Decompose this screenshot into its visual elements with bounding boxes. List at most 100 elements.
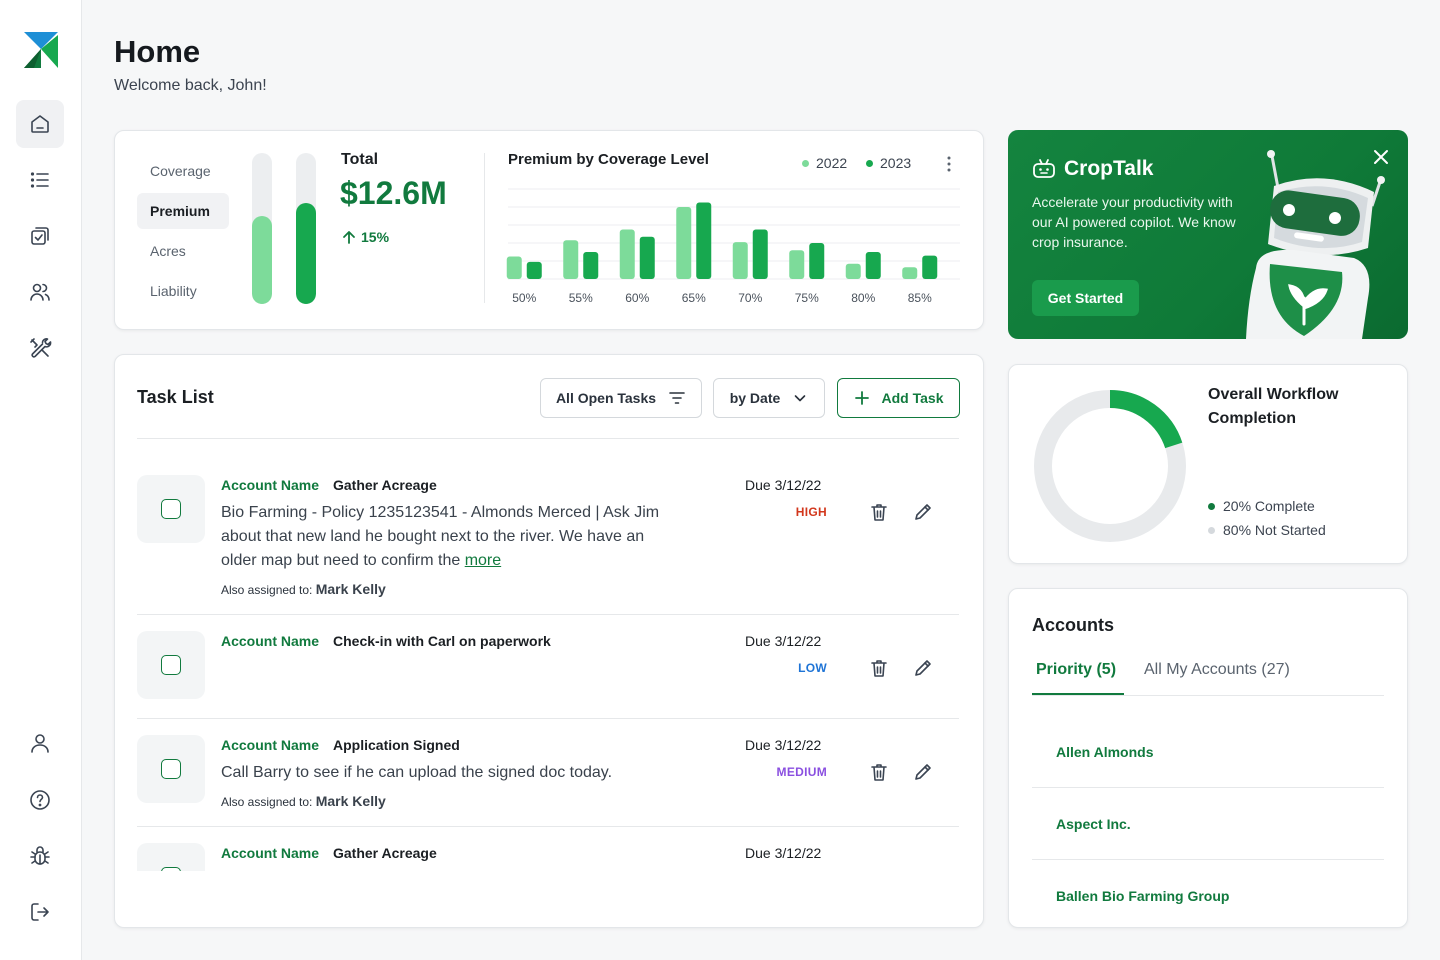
task-checkbox[interactable] bbox=[161, 759, 181, 779]
list-icon bbox=[30, 172, 49, 188]
metric-tab-premium[interactable]: Premium bbox=[137, 193, 229, 229]
nav-tools[interactable] bbox=[16, 324, 64, 372]
workflow-card: Overall Workflow Completion 20% Complete… bbox=[1008, 364, 1408, 564]
task-due-date: Due 3/12/22 bbox=[745, 845, 822, 861]
tab-all-accounts[interactable]: All My Accounts (27) bbox=[1144, 661, 1290, 678]
legend-not-started-label: 80% Not Started bbox=[1223, 522, 1326, 538]
edit-task-button[interactable] bbox=[912, 501, 934, 523]
task-checkbox-wrap[interactable] bbox=[137, 631, 205, 699]
pencil-icon bbox=[915, 504, 931, 520]
task-account-link[interactable]: Account Name bbox=[221, 633, 320, 649]
nav-profile[interactable] bbox=[16, 719, 64, 767]
filter-icon bbox=[669, 392, 685, 404]
task-name: Gather Acreage bbox=[333, 845, 437, 861]
bar-2022-75pct bbox=[789, 250, 805, 279]
metric-tabs: Coverage Premium Acres Liability bbox=[137, 153, 229, 313]
task-account-link[interactable]: Account Name bbox=[221, 737, 320, 753]
task-checkbox[interactable] bbox=[161, 499, 181, 519]
robot-chat-icon bbox=[1033, 159, 1055, 178]
tab-priority[interactable]: Priority (5) bbox=[1036, 661, 1117, 678]
mini-bar-previous bbox=[252, 153, 272, 304]
task-checkbox[interactable] bbox=[161, 655, 181, 675]
chart-title: Premium by Coverage Level bbox=[508, 151, 709, 168]
metric-tab-liability[interactable]: Liability bbox=[150, 283, 197, 299]
robot-illustration bbox=[1246, 150, 1385, 339]
bar-2023-80pct bbox=[865, 252, 881, 279]
x-tick-label: 85% bbox=[908, 291, 932, 305]
metric-tab-coverage[interactable]: Coverage bbox=[150, 163, 211, 179]
legend-complete: 20% Complete bbox=[1208, 498, 1315, 514]
sort-label: by Date bbox=[729, 390, 781, 406]
task-checkbox-wrap[interactable] bbox=[137, 475, 205, 543]
task-checkbox-wrap[interactable] bbox=[137, 843, 205, 871]
workflow-donut bbox=[1034, 390, 1186, 542]
app-logo[interactable] bbox=[24, 32, 58, 68]
task-description: Bio Farming - Policy 1235123541 - Almond… bbox=[221, 501, 661, 573]
premium-bar-chart: 50% 55% 60% 65% 70% 75% 80% 85% bbox=[506, 188, 960, 305]
tabs-divider bbox=[1032, 695, 1384, 696]
get-started-button[interactable]: Get Started bbox=[1032, 280, 1139, 316]
edit-task-button[interactable] bbox=[912, 869, 934, 871]
nav-logout[interactable] bbox=[16, 888, 64, 936]
bar-2023-70pct bbox=[752, 229, 768, 279]
accounts-card: Accounts Priority (5) All My Accounts (2… bbox=[1008, 588, 1408, 928]
legend-2023: 2023 bbox=[866, 155, 911, 171]
task-due-date: Due 3/12/22 bbox=[745, 633, 822, 649]
edit-task-button[interactable] bbox=[912, 657, 934, 679]
total-value: $12.6M bbox=[340, 175, 447, 211]
nav-help[interactable] bbox=[16, 776, 64, 824]
total-change: 15% bbox=[341, 229, 389, 245]
delete-task-button[interactable] bbox=[868, 869, 890, 871]
task-checkbox[interactable] bbox=[161, 867, 181, 871]
legend-dot-complete bbox=[1208, 502, 1215, 510]
task-assigned: Also assigned to: Mark Kelly bbox=[221, 793, 386, 809]
trash-icon bbox=[868, 869, 890, 871]
croptalk-card: CropTalk Accelerate your productivity wi… bbox=[1008, 130, 1408, 339]
nav-users[interactable] bbox=[16, 268, 64, 316]
bar-2023-85pct bbox=[922, 255, 938, 279]
task-list-divider bbox=[137, 438, 959, 439]
croptalk-description: Accelerate your productivity with our AI… bbox=[1032, 194, 1236, 250]
task-assigned: Also assigned to: Mark Kelly bbox=[221, 581, 386, 597]
account-item[interactable]: Allen Almonds bbox=[1056, 744, 1154, 760]
nav-home[interactable] bbox=[16, 100, 64, 148]
trash-icon bbox=[871, 504, 887, 521]
mini-bar-current bbox=[296, 153, 316, 304]
task-checkbox-wrap[interactable] bbox=[137, 735, 205, 803]
nav-tasks[interactable] bbox=[16, 212, 64, 260]
delete-task-button[interactable] bbox=[868, 657, 890, 679]
tools-icon bbox=[30, 338, 52, 358]
more-options-icon[interactable] bbox=[941, 153, 957, 175]
task-row: Account Name Gather Acreage Bio Farming … bbox=[137, 439, 959, 615]
assigned-name: Mark Kelly bbox=[315, 793, 386, 809]
bar-2022-65pct bbox=[676, 207, 692, 279]
task-account-link[interactable]: Account Name bbox=[221, 477, 320, 493]
filter-button[interactable]: All Open Tasks bbox=[540, 378, 702, 418]
delete-task-button[interactable] bbox=[868, 501, 890, 523]
task-description: Call Barry to see if he can upload the s… bbox=[221, 764, 613, 781]
edit-task-button[interactable] bbox=[912, 761, 934, 783]
account-item[interactable]: Ballen Bio Farming Group bbox=[1056, 888, 1230, 904]
legend-dot-2022 bbox=[802, 159, 809, 167]
bar-2022-60pct bbox=[619, 229, 635, 279]
bar-2022-70pct bbox=[732, 242, 748, 279]
bar-2023-55pct bbox=[583, 252, 599, 279]
trash-icon bbox=[871, 660, 887, 677]
nav-bug[interactable] bbox=[16, 832, 64, 880]
legend-not-started: 80% Not Started bbox=[1208, 522, 1326, 538]
bar-2023-50pct bbox=[526, 261, 542, 279]
card-divider bbox=[484, 153, 485, 303]
metric-tab-acres[interactable]: Acres bbox=[150, 243, 186, 259]
close-icon[interactable] bbox=[1370, 146, 1392, 168]
delete-task-button[interactable] bbox=[868, 761, 890, 783]
total-label: Total bbox=[341, 151, 379, 168]
add-task-button[interactable]: Add Task bbox=[837, 378, 960, 418]
nav-list[interactable] bbox=[16, 156, 64, 204]
task-account-link[interactable]: Account Name bbox=[221, 845, 320, 861]
account-item[interactable]: Aspect Inc. bbox=[1056, 816, 1131, 832]
sort-dropdown[interactable]: by Date bbox=[713, 378, 825, 418]
more-link[interactable]: more bbox=[464, 552, 502, 569]
assigned-prefix: Also assigned to: bbox=[221, 795, 313, 809]
add-task-label: Add Task bbox=[881, 390, 944, 406]
task-due-date: Due 3/12/22 bbox=[745, 477, 822, 493]
